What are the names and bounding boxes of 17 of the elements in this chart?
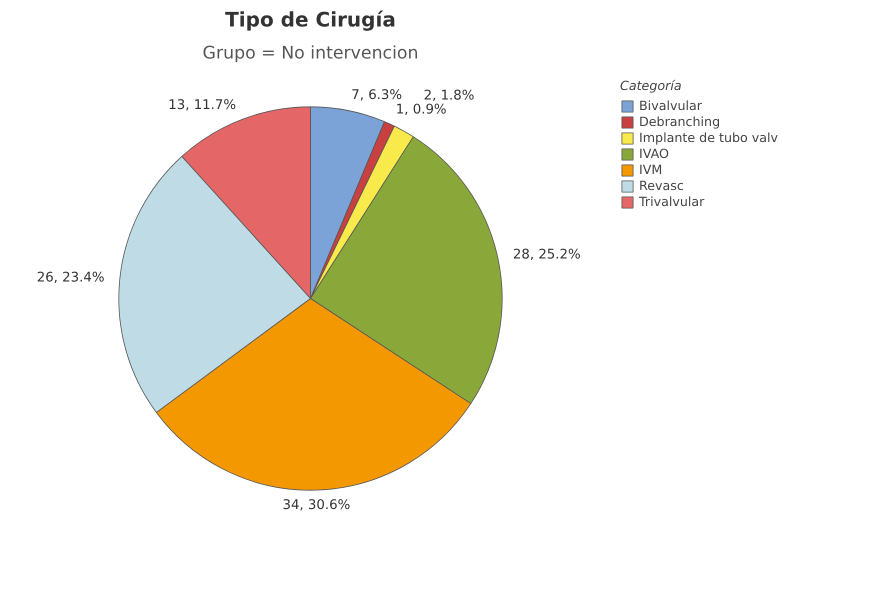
data-label: 28, 25.2% (512, 247, 581, 262)
legend-label: Bivalvular (639, 98, 702, 113)
data-label: 34, 30.6% (282, 498, 350, 513)
chart-subtitle: Grupo = No intervencion (202, 44, 418, 64)
data-label: 26, 23.4% (36, 270, 104, 286)
data-label: 2, 1.8% (424, 88, 474, 104)
data-label: 1, 0.9% (396, 102, 447, 118)
legend-label: IVAO (639, 146, 669, 161)
legend-label: IVM (639, 162, 662, 177)
legend-label: Implante de tubo valv (639, 130, 778, 145)
data-label: 13, 11.7% (168, 98, 236, 113)
legend-title: Categoría (620, 78, 683, 93)
legend-label: Debranching (639, 114, 720, 129)
legend-label: Revasc (639, 178, 684, 193)
data-label: 7, 6.3% (351, 88, 402, 104)
chart-title: Tipo de Cirugía (225, 8, 396, 32)
legend-label: Trivalvular (639, 194, 704, 209)
